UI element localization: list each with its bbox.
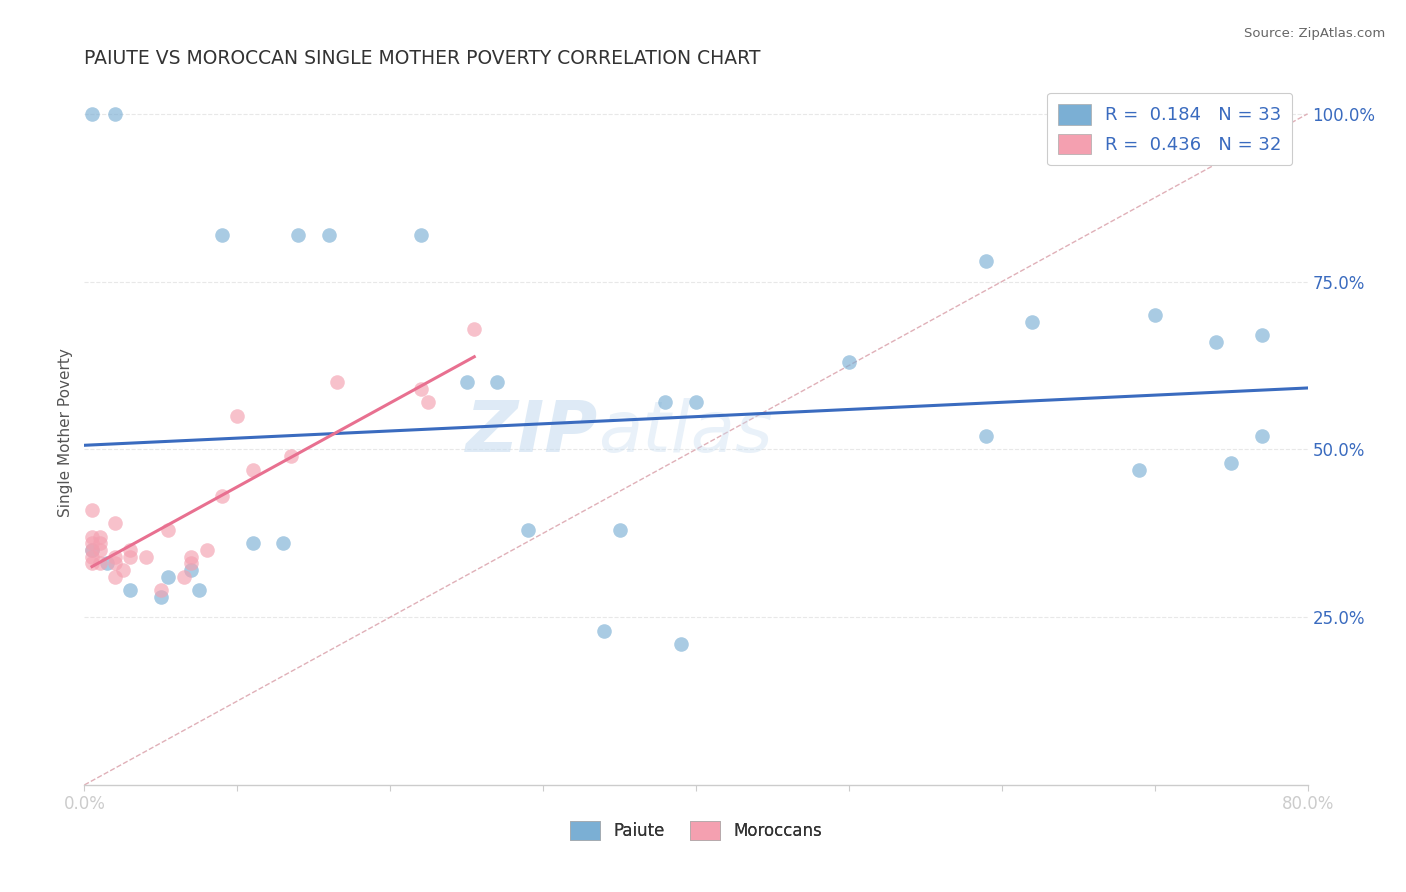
Point <box>111 563 134 577</box>
Point <box>89 530 111 544</box>
Point <box>80 543 103 558</box>
Point <box>409 227 432 242</box>
Point <box>120 543 142 558</box>
Point <box>80 536 103 550</box>
Point <box>195 543 218 558</box>
Point <box>157 570 180 584</box>
Point <box>1128 462 1150 476</box>
Point <box>486 376 509 390</box>
Point <box>180 549 202 564</box>
Point <box>80 107 103 121</box>
Point <box>838 355 860 369</box>
Point <box>226 409 249 423</box>
Point <box>180 563 202 577</box>
Point <box>325 376 347 390</box>
Text: PAIUTE VS MOROCCAN SINGLE MOTHER POVERTY CORRELATION CHART: PAIUTE VS MOROCCAN SINGLE MOTHER POVERTY… <box>84 48 761 68</box>
Point <box>80 530 103 544</box>
Point <box>104 516 127 531</box>
Text: ZIP: ZIP <box>465 398 598 467</box>
Point <box>609 523 631 537</box>
Point <box>1205 334 1227 349</box>
Point <box>188 583 211 598</box>
Point <box>80 557 103 571</box>
Point <box>685 395 707 409</box>
Point <box>654 395 676 409</box>
Point <box>173 570 195 584</box>
Point <box>104 557 127 571</box>
Point <box>456 376 478 390</box>
Point <box>1143 308 1166 322</box>
Point <box>593 624 616 638</box>
Point <box>211 489 233 503</box>
Point <box>104 107 127 121</box>
Text: atlas: atlas <box>598 398 773 467</box>
Point <box>1250 429 1272 443</box>
Point <box>287 227 309 242</box>
Point <box>409 382 432 396</box>
Point <box>120 583 142 598</box>
Point <box>104 570 127 584</box>
Point <box>89 557 111 571</box>
Point <box>80 549 103 564</box>
Point <box>104 549 127 564</box>
Point <box>242 536 264 550</box>
Point <box>318 227 340 242</box>
Point <box>271 536 294 550</box>
Point <box>89 543 111 558</box>
Point <box>96 557 118 571</box>
Legend: Paiute, Moroccans: Paiute, Moroccans <box>564 814 828 847</box>
Point <box>1250 328 1272 343</box>
Point <box>149 583 172 598</box>
Point <box>89 536 111 550</box>
Text: Source: ZipAtlas.com: Source: ZipAtlas.com <box>1244 27 1385 40</box>
Point <box>516 523 538 537</box>
Point <box>463 321 485 335</box>
Point <box>1021 315 1043 329</box>
Point <box>418 395 440 409</box>
Point <box>180 557 202 571</box>
Point <box>242 462 264 476</box>
Point <box>976 254 998 268</box>
Point <box>120 549 142 564</box>
Point <box>1220 456 1243 470</box>
Point <box>669 637 692 651</box>
Point <box>211 227 233 242</box>
Point <box>80 503 103 517</box>
Point <box>149 590 172 604</box>
Point <box>135 549 157 564</box>
Point <box>80 543 103 558</box>
Point <box>976 429 998 443</box>
Point <box>280 449 302 463</box>
Point <box>157 523 180 537</box>
Y-axis label: Single Mother Poverty: Single Mother Poverty <box>58 348 73 517</box>
